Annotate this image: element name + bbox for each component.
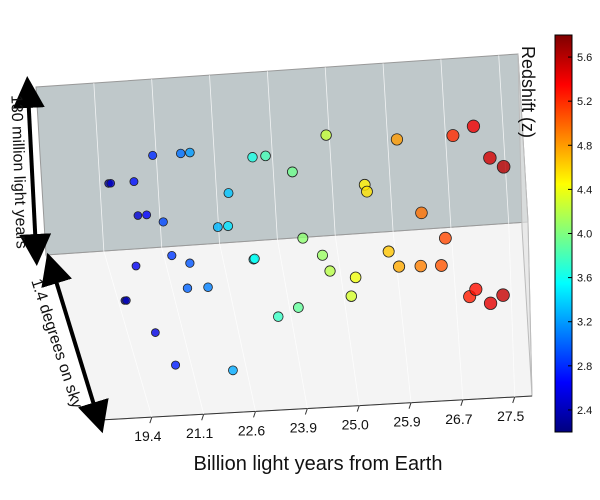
point bbox=[203, 282, 213, 292]
point bbox=[439, 231, 452, 245]
colorbar-tick-label: 3.6 bbox=[577, 273, 592, 285]
point bbox=[361, 185, 373, 198]
grid-line bbox=[498, 55, 516, 397]
x-tick bbox=[356, 405, 360, 412]
point bbox=[133, 211, 143, 220]
point bbox=[349, 271, 362, 284]
colorbar-tick-label: 4.0 bbox=[577, 229, 592, 241]
grid-line bbox=[209, 75, 256, 412]
point bbox=[131, 261, 141, 271]
x-tick bbox=[512, 396, 516, 404]
height-label: 130 million light years bbox=[7, 95, 29, 249]
point bbox=[260, 150, 271, 162]
x-tick bbox=[253, 411, 256, 418]
depth-arrow bbox=[41, 252, 109, 434]
point bbox=[483, 296, 498, 310]
point bbox=[223, 188, 234, 199]
grid-line bbox=[93, 83, 153, 418]
colorbar-tick-label: 5.2 bbox=[577, 96, 592, 108]
point bbox=[483, 151, 497, 165]
x-tick-label: 21.1 bbox=[186, 425, 213, 441]
point bbox=[122, 296, 131, 305]
grid-line bbox=[440, 59, 464, 400]
point bbox=[316, 249, 328, 261]
colorbar-tick-label: 4.8 bbox=[577, 140, 592, 152]
point bbox=[158, 217, 168, 227]
point bbox=[415, 206, 428, 220]
floor bbox=[45, 221, 533, 421]
x-axis-line bbox=[99, 395, 533, 421]
x-tick-label: 27.5 bbox=[497, 408, 524, 424]
colorbar-label: Redshift (z) bbox=[518, 46, 538, 138]
point bbox=[185, 258, 195, 268]
point bbox=[212, 222, 223, 233]
point bbox=[496, 159, 511, 174]
point bbox=[167, 251, 177, 261]
x-tick-label: 25.0 bbox=[342, 417, 369, 433]
point bbox=[390, 133, 404, 146]
point bbox=[223, 221, 234, 232]
x-tick bbox=[408, 402, 412, 409]
point bbox=[182, 283, 193, 293]
point bbox=[273, 311, 284, 322]
point bbox=[148, 150, 158, 160]
point bbox=[414, 259, 427, 273]
points bbox=[104, 119, 511, 376]
point bbox=[435, 259, 448, 272]
x-tick-label: 25.9 bbox=[393, 414, 420, 430]
point bbox=[469, 282, 483, 296]
point bbox=[466, 119, 481, 133]
x-tick bbox=[460, 399, 464, 406]
point bbox=[286, 166, 298, 178]
colorbar-tick-label: 2.8 bbox=[577, 361, 592, 373]
point bbox=[228, 365, 238, 376]
grid bbox=[93, 55, 516, 424]
colorbar-tick-label: 5.6 bbox=[577, 52, 592, 64]
x-tick-label: 26.7 bbox=[445, 411, 472, 427]
height-arrow bbox=[12, 76, 52, 266]
point bbox=[382, 245, 395, 258]
point bbox=[129, 177, 139, 187]
grid-line bbox=[324, 67, 360, 406]
axes-box bbox=[35, 53, 533, 421]
x-tick-label: 22.6 bbox=[238, 422, 265, 438]
point bbox=[106, 178, 116, 188]
point bbox=[297, 232, 309, 244]
point bbox=[249, 253, 260, 264]
point bbox=[142, 210, 152, 220]
point bbox=[320, 129, 332, 141]
point bbox=[171, 360, 181, 370]
side-wall bbox=[517, 53, 533, 397]
x-tick bbox=[201, 414, 205, 421]
grid-line bbox=[266, 71, 308, 409]
point bbox=[496, 288, 510, 302]
colorbar-tick-label: 2.4 bbox=[577, 405, 592, 417]
grid-line bbox=[151, 79, 205, 415]
point bbox=[176, 148, 186, 159]
colorbar-tick-label: 3.2 bbox=[577, 317, 592, 329]
point bbox=[151, 328, 160, 337]
point bbox=[345, 290, 358, 302]
point bbox=[324, 265, 336, 277]
x-axis-label: Billion light years from Earth bbox=[194, 453, 443, 475]
x-tick-label: 19.4 bbox=[134, 428, 161, 444]
point bbox=[392, 260, 406, 273]
x-tick bbox=[304, 408, 308, 415]
point bbox=[185, 147, 195, 158]
back-wall bbox=[35, 53, 529, 256]
point bbox=[293, 302, 304, 313]
point bbox=[446, 129, 460, 143]
colorbar-tick-label: 4.4 bbox=[577, 184, 592, 196]
point bbox=[247, 152, 258, 163]
x-tick bbox=[149, 416, 153, 424]
grid-line bbox=[382, 63, 412, 403]
x-tick-label: 23.9 bbox=[290, 419, 317, 435]
